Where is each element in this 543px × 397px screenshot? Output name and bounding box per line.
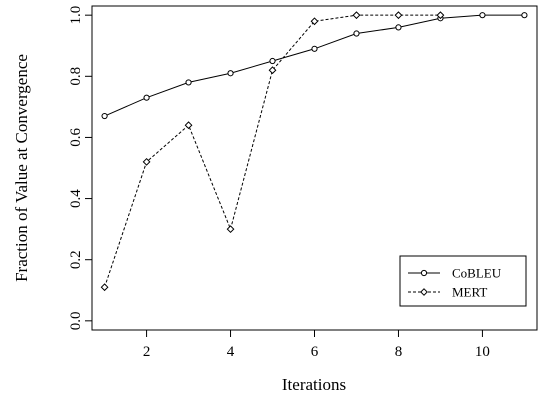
data-point-mert (142, 157, 151, 166)
data-point-mert (394, 11, 403, 20)
data-point-cobleu (311, 45, 318, 52)
x-axis: 2 4 6 8 10 (143, 330, 490, 360)
data-point-cobleu (479, 12, 486, 19)
data-point-mert (268, 66, 277, 75)
series-mert (100, 11, 445, 292)
legend-label-mert: MERT (452, 285, 487, 300)
y-tick-label: 0.0 (68, 311, 84, 330)
y-tick-label: 0.2 (68, 250, 84, 269)
series-line-mert (104, 14, 441, 288)
data-point-mert (226, 225, 235, 234)
y-tick-label: 0.6 (68, 128, 84, 147)
legend-box (399, 255, 527, 307)
x-tick-label: 2 (143, 344, 151, 360)
data-point-cobleu (521, 12, 528, 19)
data-point-mert (184, 121, 193, 130)
legend-label-cobleu: CoBLEU (452, 266, 502, 281)
data-point-mert (436, 11, 445, 20)
x-tick-label: 10 (475, 344, 490, 360)
y-axis-label: Fraction of Value at Convergence (12, 54, 31, 282)
data-point-cobleu (185, 79, 192, 86)
data-point-cobleu (269, 57, 276, 65)
data-point-mert (310, 17, 319, 26)
data-point-cobleu (353, 30, 360, 37)
series-layer (100, 11, 528, 292)
data-point-mert (100, 283, 109, 292)
y-tick-label: 1.0 (68, 6, 84, 25)
legend: CoBLEU MERT (399, 255, 527, 307)
data-point-cobleu (101, 112, 108, 120)
x-axis-label: Iterations (282, 375, 346, 394)
legend-marker-mert (420, 288, 428, 296)
x-tick-label: 4 (227, 344, 235, 360)
y-axis: 0.0 0.2 0.4 0.6 0.8 1.0 (68, 6, 92, 330)
series-line-cobleu (104, 14, 525, 117)
x-tick-label: 6 (311, 344, 319, 360)
data-point-cobleu (143, 94, 150, 101)
data-point-mert (352, 11, 361, 20)
x-tick-label: 8 (395, 344, 403, 360)
data-point-cobleu (227, 70, 234, 77)
legend-item-cobleu: CoBLEU (408, 266, 502, 281)
y-tick-label: 0.4 (68, 189, 84, 208)
y-tick-label: 0.8 (68, 67, 84, 86)
data-point-cobleu (395, 24, 402, 31)
legend-item-mert: MERT (408, 285, 487, 300)
legend-marker-cobleu (420, 269, 428, 277)
series-cobleu (101, 12, 528, 120)
